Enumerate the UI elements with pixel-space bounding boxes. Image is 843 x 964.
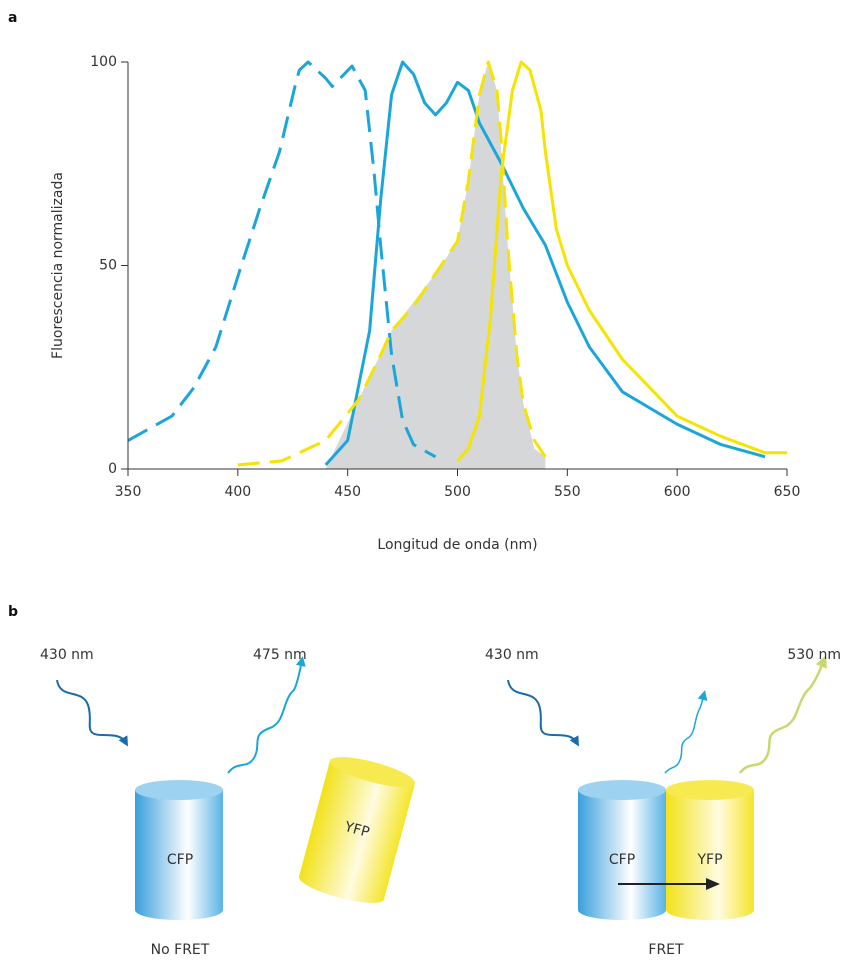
cfp-label: CFP <box>609 852 635 868</box>
overlap-area <box>325 62 546 469</box>
panel-label: b <box>8 604 18 620</box>
cfp-cylinder <box>578 780 666 920</box>
x-tick-label: 450 <box>334 484 361 500</box>
x-tick-label: 400 <box>224 484 251 500</box>
emission-arrow <box>227 656 306 774</box>
x-tick-label: 550 <box>554 484 581 500</box>
y-tick-label: 50 <box>99 258 117 274</box>
y-tick-label: 100 <box>90 54 117 70</box>
chart: 0 50 100 350 400 450 500 550 600 650 Longitud de o… <box>50 54 800 553</box>
emission-label: 530 nm <box>787 647 841 663</box>
excitation-label: 430 nm <box>40 647 94 663</box>
spectrum-line <box>127 60 437 459</box>
emission-label: 475 nm <box>253 647 307 663</box>
x-axis-label: Longitud de onda (nm) <box>377 537 537 553</box>
excitation-arrow <box>56 679 128 747</box>
caption: FRET <box>648 942 684 958</box>
caption: No FRET <box>151 942 210 958</box>
yfp-label: YFP <box>342 819 371 841</box>
y-axis-label: Fluorescencia normalizada <box>50 172 66 359</box>
x-tick-label: 500 <box>444 484 471 500</box>
x-tick-label: 350 <box>115 484 142 500</box>
spectrum-line <box>456 60 787 462</box>
cfp-label: CFP <box>167 852 193 868</box>
x-tick-label: 650 <box>774 484 801 500</box>
excitation-label: 430 nm <box>485 647 539 663</box>
spectrum-line <box>237 60 547 467</box>
weak-emission-arrow <box>664 690 708 774</box>
x-tick-label: 600 <box>664 484 691 500</box>
y-tick-label: 0 <box>108 461 117 477</box>
fret-emission-arrow <box>739 655 827 774</box>
yfp-cylinder: YFP <box>298 757 416 903</box>
yfp-cylinder <box>666 780 754 920</box>
panel-label: a <box>8 10 17 26</box>
cfp-cylinder <box>135 780 223 920</box>
excitation-arrow <box>507 679 579 747</box>
yfp-label: YFP <box>696 852 722 868</box>
spectrum-line <box>324 60 766 466</box>
